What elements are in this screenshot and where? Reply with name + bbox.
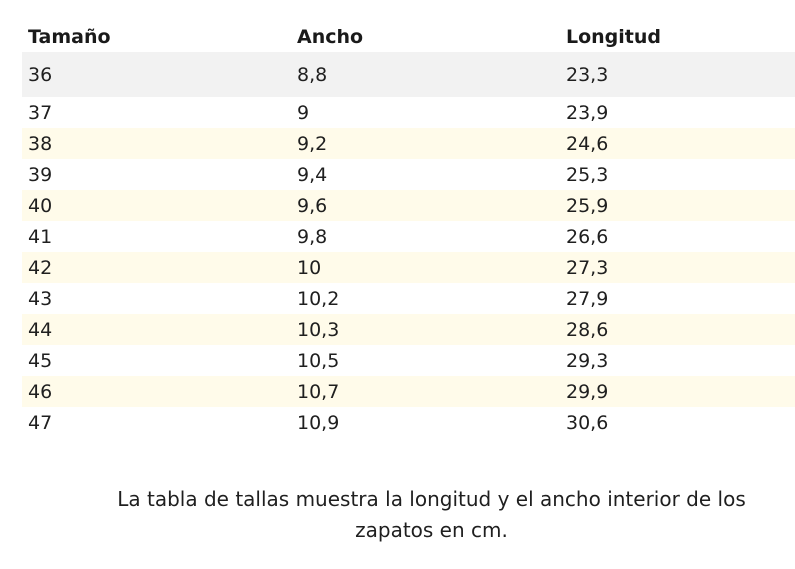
cell-size: 41 [28, 225, 53, 248]
cell-length: 28,6 [566, 318, 609, 341]
cell-width: 10 [297, 256, 322, 279]
cell-width: 9,4 [297, 163, 328, 186]
cell-size: 42 [28, 256, 53, 279]
cell-width: 9,8 [297, 225, 328, 248]
table-row: 47 10,9 30,6 [22, 407, 795, 438]
table-row: 43 10,2 27,9 [22, 283, 795, 314]
cell-length: 23,9 [566, 101, 609, 124]
table-row: 46 10,7 29,9 [22, 376, 795, 407]
cell-length: 23,3 [566, 63, 609, 86]
cell-size: 45 [28, 349, 53, 372]
cell-width: 9,6 [297, 194, 328, 217]
table-row: 36 8,8 23,3 [22, 52, 795, 97]
cell-size: 36 [28, 63, 53, 86]
table-row: 45 10,5 29,3 [22, 345, 795, 376]
cell-length: 30,6 [566, 411, 609, 434]
table-row: 37 9 23,9 [22, 97, 795, 128]
cell-width: 8,8 [297, 63, 328, 86]
cell-length: 24,6 [566, 132, 609, 155]
header-length: Longitud [566, 26, 662, 48]
cell-length: 25,9 [566, 194, 609, 217]
header-width: Ancho [297, 26, 364, 48]
cell-width: 9 [297, 101, 310, 124]
header-size: Tamaño [28, 26, 111, 48]
cell-width: 10,9 [297, 411, 340, 434]
cell-size: 46 [28, 380, 53, 403]
cell-size: 47 [28, 411, 53, 434]
cell-width: 10,2 [297, 287, 340, 310]
cell-width: 10,7 [297, 380, 340, 403]
cell-size: 44 [28, 318, 53, 341]
cell-size: 43 [28, 287, 53, 310]
table-row: 39 9,4 25,3 [22, 159, 795, 190]
table-header: Tamaño Ancho Longitud [22, 22, 795, 52]
size-table: Tamaño Ancho Longitud 36 8,8 23,3 37 9 2… [22, 22, 795, 438]
table-row: 41 9,8 26,6 [22, 221, 795, 252]
cell-size: 37 [28, 101, 53, 124]
cell-length: 29,9 [566, 380, 609, 403]
cell-width: 10,3 [297, 318, 340, 341]
cell-length: 27,3 [566, 256, 609, 279]
table-row: 42 10 27,3 [22, 252, 795, 283]
table-row: 40 9,6 25,9 [22, 190, 795, 221]
table-caption: La tabla de tallas muestra la longitud y… [117, 487, 746, 542]
table-row: 38 9,2 24,6 [22, 128, 795, 159]
cell-length: 29,3 [566, 349, 609, 372]
cell-size: 39 [28, 163, 53, 186]
table-row: 44 10,3 28,6 [22, 314, 795, 345]
cell-size: 40 [28, 194, 53, 217]
cell-width: 10,5 [297, 349, 340, 372]
cell-length: 26,6 [566, 225, 609, 248]
cell-length: 27,9 [566, 287, 609, 310]
cell-length: 25,3 [566, 163, 609, 186]
cell-width: 9,2 [297, 132, 328, 155]
cell-size: 38 [28, 132, 53, 155]
